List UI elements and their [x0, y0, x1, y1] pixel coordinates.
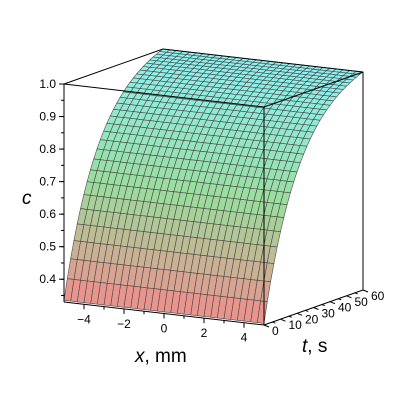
t-tick-label: 10: [289, 318, 303, 332]
c-tick-label: 0.5: [39, 240, 56, 254]
t-minor-tick: [354, 292, 358, 295]
t-tick-mark: [280, 318, 286, 322]
t-tick-label: 0: [272, 324, 279, 338]
t-tick-mark: [362, 289, 369, 293]
ticks: 1.00.90.80.70.60.50.4−4 −2 0 2 4 0 10 20 30 40 50 6…: [39, 77, 384, 345]
c-tick-label: 0.6: [39, 207, 56, 221]
t-axis-label-var: t: [302, 336, 308, 357]
c-tick-label: 0.9: [39, 110, 56, 124]
t-tick-label: 30: [322, 307, 336, 321]
c-tick-label: 0.4: [39, 272, 56, 286]
t-tick-label: 40: [338, 301, 352, 315]
t-minor-tick: [321, 304, 325, 307]
t-tick-mark: [329, 301, 336, 305]
t-tick-mark: [296, 312, 303, 316]
box-edge: [63, 83, 265, 108]
t-minor-tick: [305, 309, 309, 312]
t-tick-label: 50: [355, 295, 369, 309]
c-tick-label: 1.0: [39, 77, 56, 91]
t-tick-label: 60: [371, 289, 385, 303]
t-minor-tick: [288, 315, 292, 318]
t-axis-label-unit: , s: [307, 336, 327, 357]
surface: [63, 48, 364, 324]
x-tick-label: 4: [241, 331, 248, 345]
t-tick-mark: [313, 307, 319, 310]
x-tick-label: −2: [117, 317, 131, 331]
x-axis-label-unit: , mm: [145, 346, 187, 367]
box-edge: [63, 48, 164, 85]
c-axis-label: c: [22, 188, 32, 209]
c-tick-label: 0.8: [39, 142, 56, 156]
t-tick-mark: [263, 324, 270, 328]
x-axis-label: x, mm: [134, 346, 187, 367]
c-tick-label: 0.7: [39, 175, 56, 189]
t-minor-tick: [338, 298, 342, 301]
x-axis-label-var: x: [134, 346, 146, 367]
x-tick-label: 2: [201, 326, 208, 340]
t-tick-label: 20: [305, 312, 319, 326]
t-tick-mark: [346, 295, 352, 299]
x-tick-label: 0: [161, 322, 168, 336]
t-axis-label: t, s: [302, 336, 327, 357]
x-tick-label: −4: [77, 312, 91, 326]
surface-cell: [256, 300, 268, 324]
t-minor-tick: [272, 321, 276, 324]
box-edge: [263, 71, 364, 108]
box-edge: [162, 48, 364, 73]
